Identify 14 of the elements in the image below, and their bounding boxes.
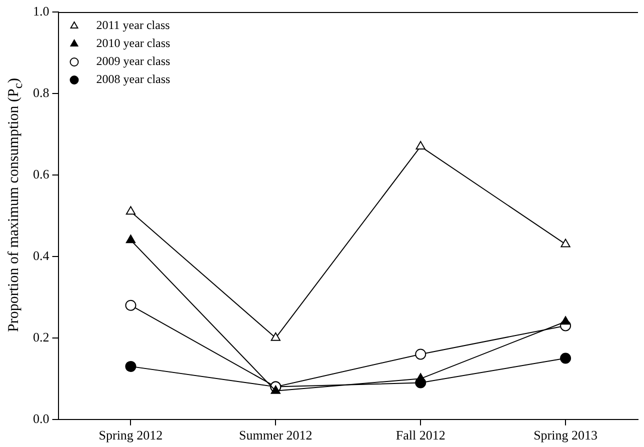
y-tick-label: 0.4: [33, 248, 50, 263]
legend-label: 2011 year class: [96, 18, 170, 32]
y-tick-label: 0.6: [33, 166, 50, 182]
legend-label: 2009 year class: [96, 54, 171, 68]
legend-label: 2010 year class: [96, 36, 171, 50]
y-tick-label: 0.0: [33, 410, 50, 426]
x-tick-label: Summer 2012: [239, 428, 312, 443]
y-tick-label: 1.0: [33, 3, 50, 18]
x-tick-label: Spring 2013: [534, 428, 598, 443]
y-tick-label: 0.8: [33, 84, 50, 100]
x-tick-label: Spring 2012: [98, 428, 163, 443]
legend-label: 2008 year class: [96, 72, 171, 86]
y-tick-label: 0.2: [33, 329, 50, 344]
x-tick-label: Fall 2012: [396, 428, 446, 443]
